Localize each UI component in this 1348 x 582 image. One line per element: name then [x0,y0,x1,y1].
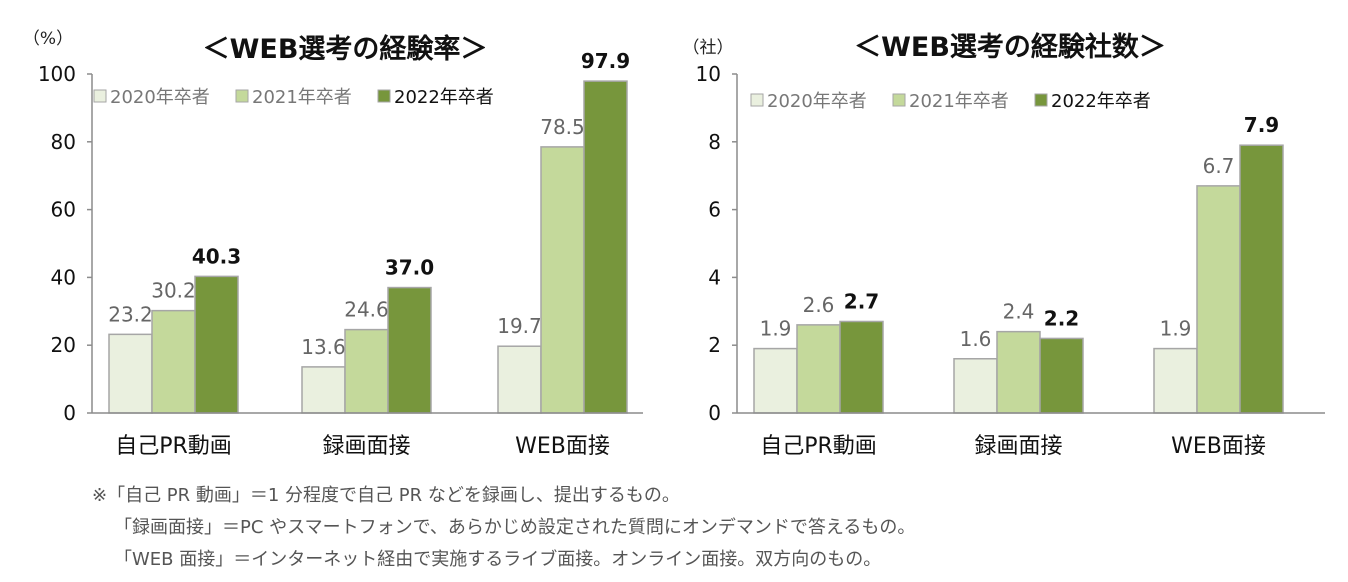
chart1-data-label: 30.2 [151,279,196,303]
chart2-bar [953,358,998,414]
chart1-y-tick-label: 80 [51,130,76,154]
chart2-bar [753,347,798,414]
chart2-y-tick-label: 8 [708,130,721,154]
chart1-y-tick-label: 0 [63,401,76,425]
chart1-data-label: 40.3 [192,244,241,268]
chart2-data-label: 1.9 [1160,317,1192,341]
chart2-y-tick-label: 0 [708,401,721,425]
chart2-data-label: 2.7 [844,289,879,313]
chart1-data-label: 37.0 [385,256,434,280]
chart1-data-label: 23.2 [108,302,153,326]
chart1-data-label: 24.6 [344,298,389,322]
chart1-legend-swatch [377,89,391,103]
footnote-line-3: 「WEB 面接」＝インターネット経由で実施するライブ面接。オンライン面接。双方向… [114,549,882,570]
chart2-category-label: 録画面接 [974,434,1062,459]
chart2-data-label: 2.4 [1003,300,1035,324]
chart1-bar [540,146,585,414]
chart1-category-label: 録画面接 [322,434,410,459]
chart2-data-label: 2.2 [1044,306,1079,330]
chart2-bar [1239,144,1284,414]
chart2-data-label: 1.6 [960,327,992,351]
footnote-line-2: 「録画面接」＝PC やスマートフォンで、あらかじめ設定された質問にオンデマンドで… [114,517,916,538]
chart2-bar [796,324,841,414]
chart1-legend-label: 2022年卒者 [394,87,494,108]
chart1-bar [387,286,432,414]
chart2-data-label: 7.9 [1244,113,1279,137]
chart1-bar [344,328,389,414]
chart2-data-label: 2.6 [803,293,835,317]
chart2-data-label: 1.9 [760,317,792,341]
chart1-data-label: 19.7 [497,314,542,338]
footnote-line-1: ※「自己 PR 動画」＝1 分程度で自己 PR などを録画し、提出するもの。 [92,485,680,506]
chart1-category-label: 自己PR動画 [115,434,232,459]
chart1-y-tick-label: 100 [38,62,76,86]
chart1-y-tick-label: 20 [51,333,76,357]
chart2-bar [996,330,1041,414]
chart1-legend-label: 2020年卒者 [110,87,210,108]
chart1-bar [583,80,628,414]
chart2-legend-swatch [1034,93,1048,107]
charts-canvas: ＜WEB選考の経験率＞（%）02040608010023.230.240.3自己… [23,29,1325,459]
chart2-legend-label: 2020年卒者 [767,91,867,112]
chart2-legend-swatch [892,93,906,107]
footnotes: ※「自己 PR 動画」＝1 分程度で自己 PR などを録画し、提出するもの。 「… [92,482,1332,578]
chart1-bar [108,333,153,414]
chart1-legend-swatch [235,89,249,103]
chart2-bar [839,320,884,414]
chart2-y-tick-label: 6 [708,198,721,222]
chart1-data-label: 78.5 [540,115,585,139]
chart2-y-tick-label: 4 [708,265,721,289]
chart1-legend-swatch [93,89,107,103]
chart2-legend-label: 2022年卒者 [1051,91,1151,112]
chart2-legend-swatch [750,93,764,107]
chart1-legend-label: 2021年卒者 [252,87,352,108]
chart2-bar [1153,347,1198,414]
chart2-data-label: 6.7 [1203,154,1235,178]
chart2-y-tick-label: 10 [696,62,721,86]
chart1-bar [301,366,346,414]
chart1-y-tick-label: 40 [51,265,76,289]
chart2-category-label: WEB面接 [1171,434,1266,459]
chart1-category-label: WEB面接 [515,434,610,459]
chart2-legend-label: 2021年卒者 [909,91,1009,112]
chart1-bar [194,275,239,414]
chart2-y-tick-label: 2 [708,333,721,357]
chart1-title: ＜WEB選考の経験率＞ [203,33,488,65]
chart2-unit-label: （社） [683,38,734,58]
chart1-data-label: 97.9 [581,49,630,73]
chart2-category-label: 自己PR動画 [760,434,877,459]
chart2-title: ＜WEB選考の経験社数＞ [854,31,1166,63]
chart2-bar [1039,337,1084,414]
chart1-data-label: 13.6 [301,335,346,359]
chart2-bar [1196,185,1241,414]
chart1-unit-label: （%） [23,29,73,49]
chart1-bar [151,309,196,414]
chart1-bar [497,345,542,414]
chart1-y-tick-label: 60 [51,198,76,222]
